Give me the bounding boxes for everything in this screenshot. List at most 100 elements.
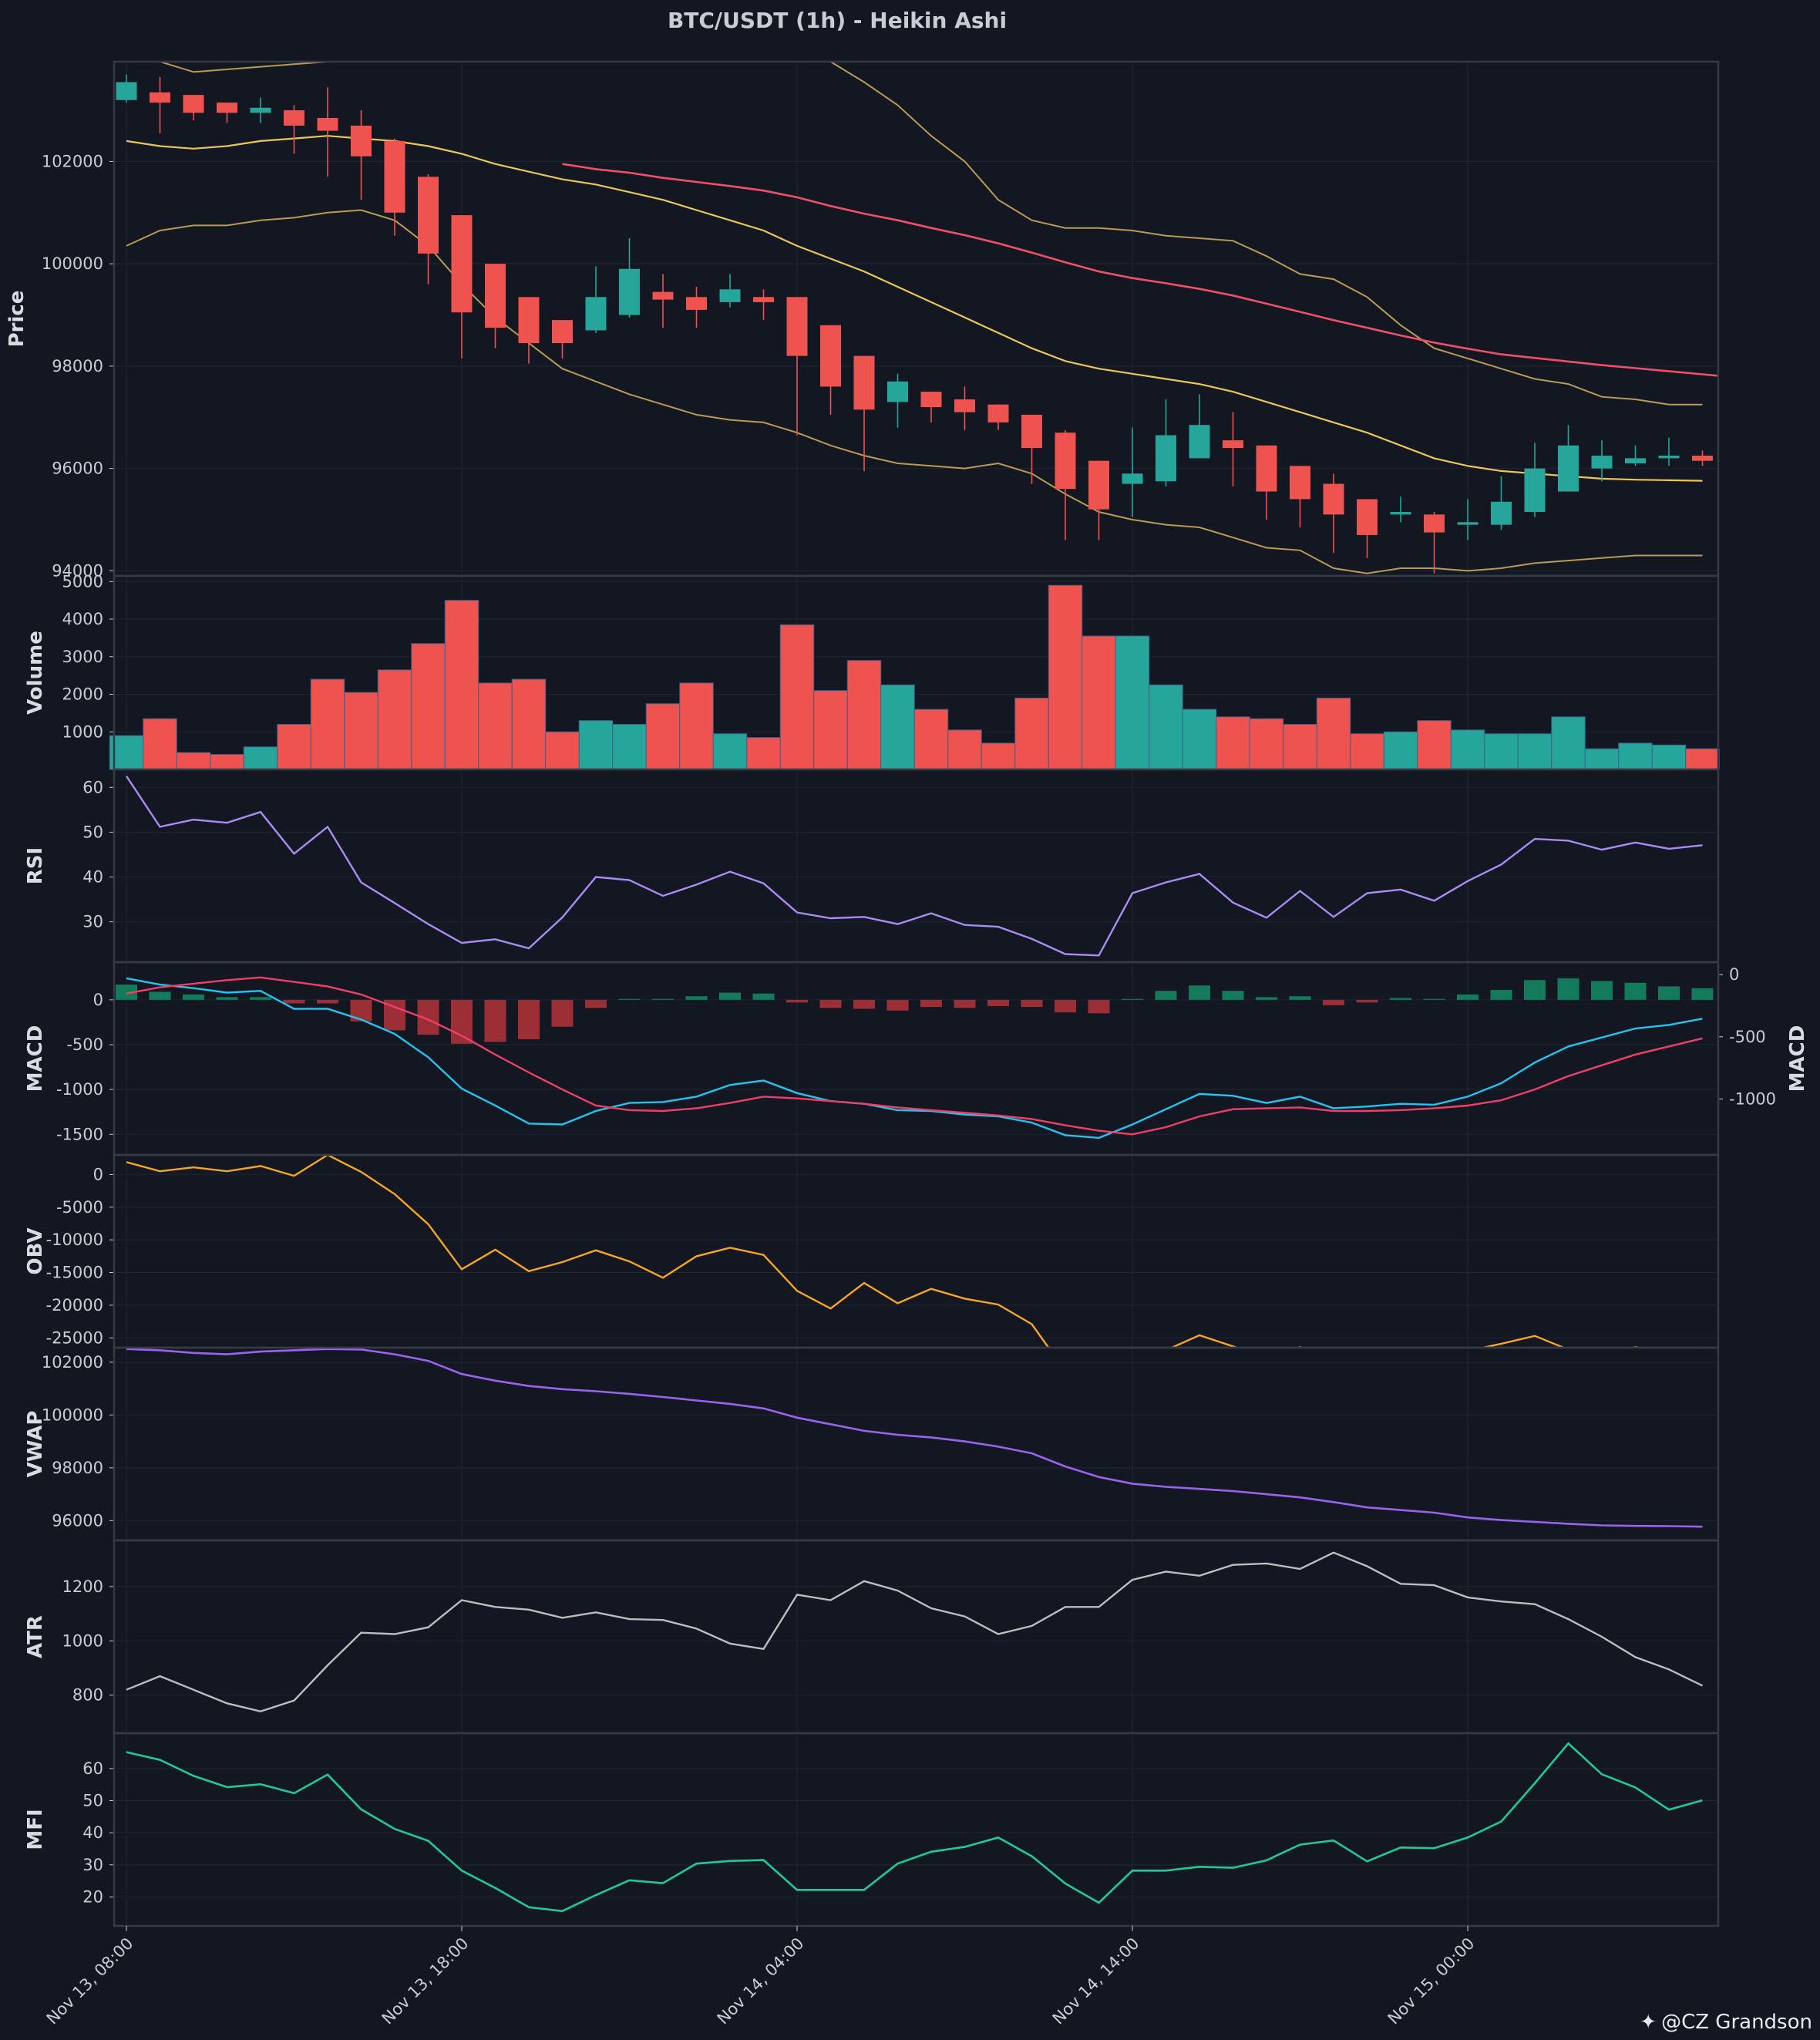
ema-line [562, 163, 1718, 377]
y-axis-label-atr: ATR [24, 1615, 47, 1658]
macd-histogram-bar [1323, 999, 1344, 1005]
candle [150, 76, 170, 133]
candle-body [1323, 483, 1344, 515]
candle-body [887, 381, 908, 402]
candle-body [552, 320, 573, 344]
y-axis-label-vwap: VWAP [24, 1411, 47, 1478]
panel-frame-mfi [113, 1732, 1720, 1927]
candle [1088, 460, 1109, 540]
volume-bar [511, 678, 547, 770]
candle [1290, 466, 1310, 527]
candle-body [1122, 473, 1143, 484]
candle-body [250, 107, 271, 113]
candle [1524, 443, 1546, 517]
obv-line [126, 1155, 1703, 1348]
y-tick-label-vwap: 96000 [52, 1511, 103, 1530]
candle-body [1390, 512, 1411, 515]
macd-histogram-bar [886, 999, 909, 1011]
volume-bar [578, 720, 614, 770]
macd-histogram-bar [484, 999, 506, 1042]
candle [1357, 499, 1378, 558]
candle-body [686, 297, 707, 310]
y-tick-label-volume: 5000 [62, 572, 103, 591]
volume-bar [377, 669, 412, 770]
right-axis-label-macd: MACD [1786, 1025, 1809, 1092]
candle-body [351, 125, 372, 157]
vwap-line [126, 1348, 1703, 1528]
volume-bar [1082, 635, 1116, 770]
candle-body [753, 297, 774, 302]
candle [887, 373, 908, 428]
y-tick-label-atr: 1000 [62, 1631, 103, 1650]
macd-histogram-bar [1289, 996, 1311, 1000]
candle [284, 105, 304, 154]
macd-histogram-bar [954, 999, 976, 1008]
candle-body [284, 110, 304, 126]
candle-body [1357, 499, 1378, 535]
y-tick-label-macd: -500 [66, 1035, 103, 1054]
y-tick-label-obv: -20000 [46, 1296, 103, 1315]
macd-histogram-bar [719, 992, 741, 1000]
macd-histogram-bar [1658, 986, 1680, 1000]
y-tick-label-volume: 2000 [62, 685, 103, 704]
macd-histogram-bar [1591, 981, 1613, 1000]
y-tick-label-price: 102000 [42, 152, 103, 170]
candle [518, 297, 540, 364]
candle-body [317, 118, 338, 131]
candle [652, 274, 674, 328]
candle [853, 355, 875, 471]
y-tick-label-obv: -5000 [56, 1198, 103, 1217]
volume-bar [1316, 697, 1351, 770]
panel-atr: 800 1000 1200 ATR [24, 1539, 1720, 1735]
volume-bar [1350, 733, 1384, 770]
atr-line [126, 1551, 1704, 1713]
candle [418, 174, 439, 284]
volume-bar [176, 752, 211, 770]
candle-body [1658, 456, 1680, 459]
volume-bar [210, 754, 244, 770]
y-axis-label-volume: Volume [24, 631, 47, 715]
candle-body [1290, 466, 1310, 500]
right-tick-label-macd: -500 [1729, 1028, 1766, 1046]
candle-body [1524, 468, 1546, 513]
y-tick-label-atr: 800 [72, 1686, 103, 1705]
candle-body [853, 355, 875, 410]
macd-histogram-bar [1222, 991, 1244, 1000]
volume-bar [612, 724, 647, 770]
macd-histogram-bar [1557, 978, 1579, 1000]
y-tick-label-rsi: 40 [82, 868, 103, 887]
macd-histogram-bar [1490, 990, 1512, 1000]
macd-histogram-bar [585, 999, 607, 1008]
mfi-line [126, 1742, 1703, 1913]
volume-bar [746, 737, 781, 770]
candle [920, 392, 942, 422]
macd-histogram-bar [987, 999, 1009, 1006]
volume-bar [444, 600, 479, 770]
y-tick-label-obv: -15000 [46, 1264, 103, 1282]
candle [1189, 394, 1210, 459]
macd-histogram-bar [1189, 985, 1210, 1000]
volume-bar [1048, 584, 1083, 770]
macd-histogram-bar [350, 999, 372, 1022]
candle [1591, 440, 1613, 482]
candle [351, 110, 372, 200]
volume-bar [1216, 716, 1250, 770]
candle-body [619, 268, 640, 315]
volume-bar [679, 682, 714, 770]
candle [1457, 499, 1479, 540]
y-axis-label-mfi: MFI [24, 1809, 47, 1850]
volume-bar [712, 733, 748, 770]
macd-histogram-bar [1021, 999, 1043, 1008]
volume-bar [947, 729, 982, 770]
volume-bar [880, 684, 915, 770]
macd-histogram-bar [652, 998, 674, 1000]
candle-body [1625, 458, 1646, 463]
y-tick-label-macd: -1000 [56, 1080, 103, 1099]
candle-body [820, 325, 841, 387]
macd-histogram-bar [1524, 980, 1546, 1000]
macd-histogram-bar [551, 999, 574, 1027]
volume-bar [1417, 720, 1452, 770]
candle-body [1491, 501, 1512, 525]
candle [585, 266, 607, 333]
